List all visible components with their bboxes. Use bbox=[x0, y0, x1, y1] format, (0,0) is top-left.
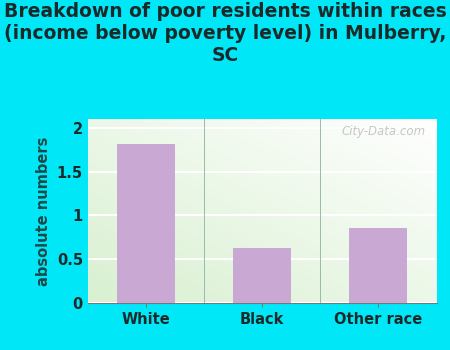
Bar bbox=[117, 144, 175, 303]
Text: Breakdown of poor residents within races
(income below poverty level) in Mulberr: Breakdown of poor residents within races… bbox=[4, 2, 446, 65]
Bar bbox=[233, 248, 291, 303]
Y-axis label: absolute numbers: absolute numbers bbox=[36, 136, 51, 286]
Bar bbox=[349, 229, 407, 303]
Text: City-Data.com: City-Data.com bbox=[342, 125, 426, 138]
